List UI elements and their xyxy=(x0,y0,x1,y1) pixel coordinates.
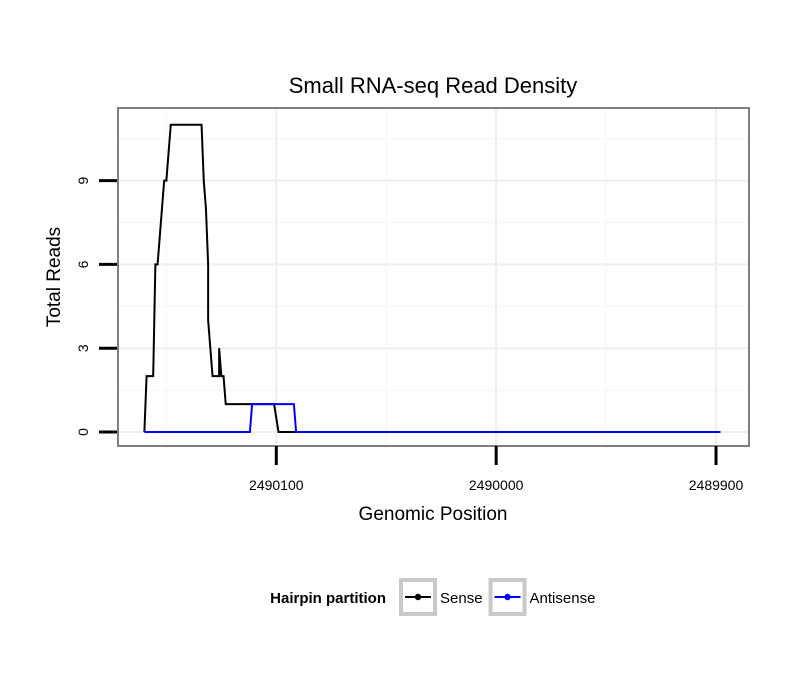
x-axis-label: Genomic Position xyxy=(359,504,508,525)
series-line-antisense xyxy=(144,403,721,434)
plot-area xyxy=(117,107,750,447)
y-axis: 0 3 6 9 xyxy=(75,177,117,436)
plot-background xyxy=(118,108,749,446)
x-axis: 2490100 2490000 2489900 xyxy=(249,446,743,493)
x-tick-label: 2489900 xyxy=(689,477,744,493)
legend-key-point xyxy=(414,593,422,601)
grid-layer xyxy=(118,108,749,446)
legend: Hairpin partition Sense Antisense xyxy=(270,578,596,616)
legend-title: Hairpin partition xyxy=(270,590,386,607)
series-layer xyxy=(143,123,721,434)
legend-key-point xyxy=(504,593,511,601)
x-tick-label: 2490100 xyxy=(249,477,304,493)
series-line-sense xyxy=(143,123,721,434)
x-tick-label: 2490000 xyxy=(469,477,524,493)
legend-items: Sense Antisense xyxy=(399,578,596,616)
legend-item-antisense: Antisense xyxy=(488,578,596,616)
plot-border xyxy=(117,107,750,447)
y-axis-label: Total Reads xyxy=(44,227,65,327)
y-tick-label: 6 xyxy=(75,260,91,268)
chart-title: Small RNA-seq Read Density xyxy=(289,73,578,98)
legend-item-sense: Sense xyxy=(399,578,483,616)
legend-label: Sense xyxy=(440,590,483,607)
y-tick-label: 0 xyxy=(75,428,91,436)
legend-label: Antisense xyxy=(530,590,596,607)
y-tick-label: 9 xyxy=(75,177,91,185)
y-tick-label: 3 xyxy=(75,344,91,352)
